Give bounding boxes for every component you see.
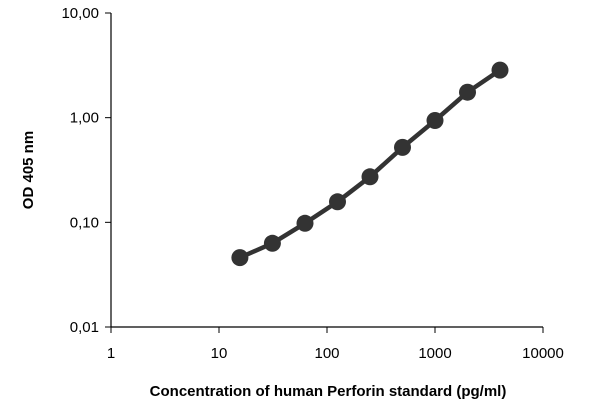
x-tick-label: 1000 [418,345,451,362]
axes [110,13,543,328]
data-point [491,61,509,79]
y-tick-label: 1,00 [70,110,99,127]
data-point [263,234,281,252]
series-line [237,67,503,260]
y-tick-label: 10,00 [61,5,99,22]
y-axis-ticks: 0,01 0,10 1,00 10,00 [61,5,111,336]
x-tick-label: 100 [314,345,339,362]
y-axis-title: OD 405 nm [20,131,37,209]
y-tick-label: 0,10 [70,214,99,231]
data-point [394,138,411,156]
x-tick-label: 10 [211,345,228,362]
data-point [459,83,476,101]
data-point [231,249,249,267]
x-tick-label: 1 [107,345,115,362]
x-tick-label: 10000 [522,345,564,362]
y-tick-label: 0,01 [70,319,99,336]
data-point [426,112,444,129]
data-point [296,214,314,232]
x-axis-ticks: 1 10 100 1000 10000 [107,327,564,362]
plot-area [231,61,509,267]
x-axis-title: Concentration of human Perforin standard… [150,383,507,400]
data-point [361,168,379,186]
data-point [329,193,346,211]
